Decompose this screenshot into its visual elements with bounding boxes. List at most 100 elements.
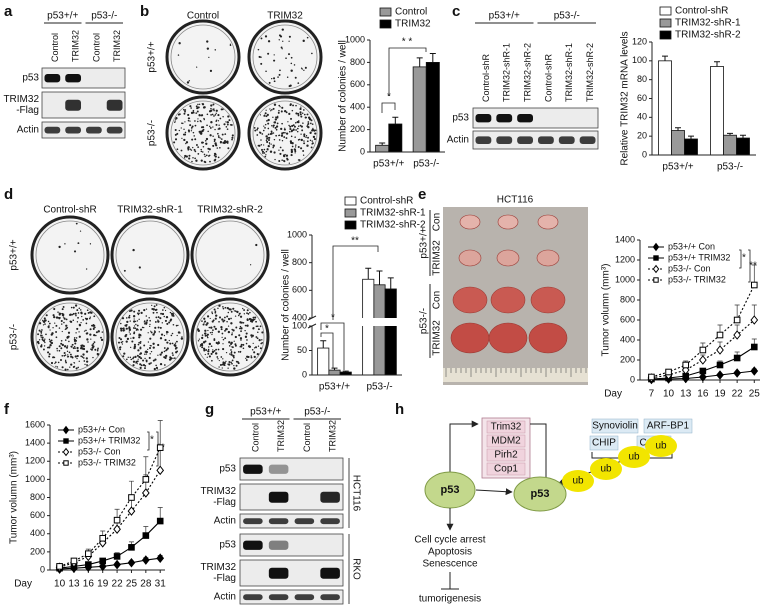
colony [93, 324, 96, 327]
colony [291, 124, 294, 128]
colony [139, 366, 142, 369]
x-tick-label: 16 [83, 579, 95, 590]
colony [218, 127, 221, 130]
ubiquitin [618, 446, 650, 468]
row-label: p53+/+ [147, 41, 158, 72]
colony [56, 366, 59, 368]
colony [224, 133, 227, 135]
cell-line-label: RKO [350, 558, 361, 580]
y-tick-label: 400 [30, 528, 45, 538]
colony [252, 318, 255, 321]
point [750, 366, 759, 376]
colony [309, 139, 312, 142]
colony [125, 340, 128, 343]
colony [212, 135, 214, 137]
lane-label: TRIM32-shR-1 [564, 43, 574, 102]
colony [69, 353, 72, 356]
point [113, 559, 121, 570]
colony [159, 337, 163, 340]
colony [55, 324, 58, 327]
colony [93, 315, 96, 318]
colony [205, 154, 208, 157]
colony [271, 108, 273, 111]
panel-label: c [452, 3, 460, 20]
colony [78, 360, 80, 362]
legend-marker [62, 425, 70, 435]
colony [290, 56, 293, 59]
colony [255, 320, 257, 323]
colony [309, 131, 312, 135]
colony [224, 337, 226, 340]
colony [171, 352, 174, 354]
colony [163, 334, 166, 337]
colony [48, 322, 51, 325]
colony [271, 77, 273, 80]
colony [171, 342, 174, 345]
colony [155, 304, 158, 306]
colony [166, 333, 168, 335]
band [320, 518, 340, 525]
colony [159, 353, 162, 356]
colony [283, 159, 285, 162]
colony [201, 334, 204, 336]
colony [211, 312, 214, 315]
colony [145, 308, 148, 310]
colony [76, 327, 79, 330]
colony [256, 337, 259, 340]
colony [250, 318, 253, 321]
x-tick-label: 16 [697, 389, 709, 400]
colony [206, 356, 208, 358]
colony [235, 364, 238, 367]
significance-bracket [748, 249, 751, 283]
colony [232, 354, 235, 358]
colony [90, 348, 93, 351]
colony [206, 333, 209, 336]
bar [388, 123, 403, 153]
colony [305, 135, 308, 137]
colony [272, 126, 275, 128]
colony [192, 146, 194, 149]
colony [40, 330, 43, 333]
point [699, 346, 707, 354]
colony [92, 356, 94, 359]
colony [285, 137, 288, 139]
colony [299, 124, 302, 127]
point [750, 343, 758, 351]
colony [57, 316, 60, 319]
x-tick-label: 13 [68, 579, 80, 590]
colony [150, 330, 152, 332]
colony [213, 109, 215, 112]
significance-bracket [381, 102, 396, 113]
colony [60, 320, 63, 323]
colony [154, 321, 157, 323]
colony [230, 310, 233, 313]
colony [38, 339, 41, 341]
colony [226, 307, 229, 310]
colony [47, 351, 50, 354]
e3-ligase: MDM2 [491, 436, 521, 447]
colony [40, 332, 42, 334]
colony [124, 334, 127, 338]
colony [149, 353, 151, 355]
colony [135, 329, 138, 331]
colony [147, 348, 149, 351]
colony [269, 150, 273, 153]
colony [202, 145, 205, 148]
colony [282, 40, 284, 42]
colony [212, 126, 214, 128]
colony [197, 329, 201, 333]
colony [81, 315, 83, 318]
plate [165, 95, 241, 171]
plate [110, 215, 190, 295]
colony [311, 52, 313, 55]
colony [300, 147, 303, 150]
colony [279, 106, 281, 108]
colony [211, 331, 214, 334]
point [716, 361, 724, 369]
y-tick-label: 800 [292, 257, 307, 267]
y-tick-label: 0 [40, 564, 45, 574]
point [681, 365, 690, 375]
colony [132, 360, 136, 363]
row-label: Con [432, 291, 443, 309]
colony [303, 142, 306, 145]
